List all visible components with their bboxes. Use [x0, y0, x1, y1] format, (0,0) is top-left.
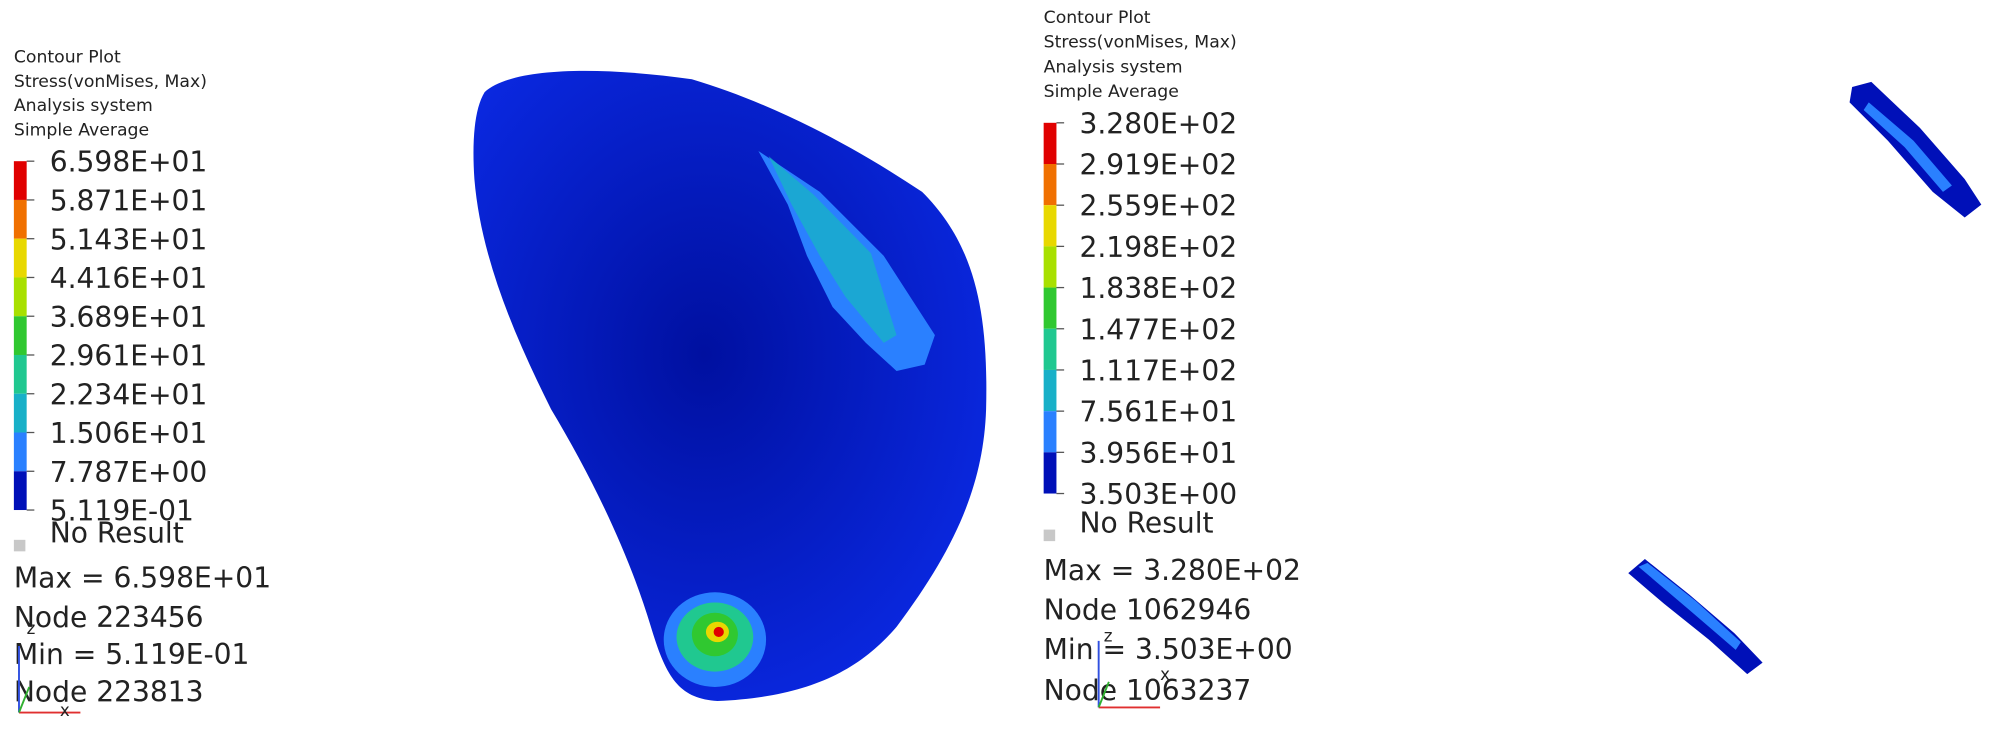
stat-line: Node 1063237: [1044, 674, 1252, 707]
legend-band: [1043, 122, 1057, 164]
triad-axis: [18, 686, 31, 713]
legend-band: [13, 161, 27, 200]
legend-band: [13, 316, 27, 355]
legend-label: 5.119E-01: [50, 495, 194, 528]
legend-label: 1.838E+02: [1079, 272, 1237, 305]
legend-label: 3.689E+01: [50, 301, 208, 334]
legend-label: 4.416E+01: [50, 262, 208, 295]
legend-label: 5.143E+01: [50, 223, 208, 256]
model-left: [473, 70, 987, 702]
legend-band: [1043, 452, 1057, 494]
stress-band: [1863, 102, 1952, 192]
legend-label: 1.477E+02: [1079, 313, 1237, 346]
legend-label: 1.506E+01: [50, 417, 208, 450]
triad-label: z: [1104, 627, 1113, 646]
legend-band: [13, 393, 27, 433]
hotspot: [713, 626, 724, 638]
stat-line: Max = 6.598E+01: [14, 561, 271, 594]
legend-label: 2.198E+02: [1079, 231, 1237, 264]
legend-label: 2.919E+02: [1079, 149, 1237, 182]
legend-header: Simple Average: [1044, 82, 1179, 102]
no-result-label: No Result: [50, 517, 184, 550]
legend-label: 3.956E+01: [1079, 437, 1237, 470]
legend-label: 1.117E+02: [1079, 355, 1237, 388]
triad-axis: [1097, 681, 1110, 708]
legend-label: 7.561E+01: [1079, 396, 1237, 429]
legend-header: Stress(vonMises, Max): [1044, 33, 1237, 53]
stat-line: Node 223456: [14, 601, 204, 634]
model-right-bottom: [1628, 559, 1763, 675]
stat-line: Max = 3.280E+02: [1044, 554, 1301, 587]
legend-label: 3.280E+02: [1079, 107, 1237, 140]
legend-label: 2.234E+01: [50, 378, 208, 411]
no-result-swatch: [1043, 529, 1056, 542]
legend-label: 6.598E+01: [50, 146, 208, 179]
legend-header: Simple Average: [14, 120, 149, 140]
legend-header: Analysis system: [1044, 57, 1183, 77]
legend-header: Analysis system: [14, 96, 153, 116]
triad-label: z: [27, 619, 36, 638]
legend-band: [13, 432, 27, 472]
legend-label: 3.503E+00: [1079, 478, 1237, 511]
legend-label: 5.871E+01: [50, 185, 208, 218]
legend-header: Contour Plot: [14, 48, 121, 68]
stat-line: Min = 3.503E+00: [1044, 633, 1293, 666]
legend-header: Contour Plot: [1044, 8, 1151, 28]
legend-label: 2.961E+01: [50, 340, 208, 373]
legend-band: [1043, 328, 1057, 370]
stress-band: [768, 156, 897, 343]
legend-band: [1043, 287, 1057, 329]
triad-label: x: [1160, 665, 1170, 684]
stress-band: [1638, 562, 1741, 650]
stat-line: Node 1062946: [1044, 593, 1252, 626]
legend-label: 7.787E+00: [50, 456, 208, 489]
legend-band: [13, 199, 27, 239]
triad-label: x: [60, 701, 70, 720]
legend-band: [1043, 205, 1057, 247]
legend-band: [13, 471, 27, 511]
no-result-swatch: [13, 539, 26, 552]
stat-line: Min = 5.119E-01: [14, 638, 250, 671]
legend-band: [1043, 369, 1057, 412]
legend-band: [1043, 246, 1057, 288]
legend-label: 2.559E+02: [1079, 190, 1237, 223]
stat-line: Node 223813: [14, 675, 204, 708]
legend-band: [13, 354, 27, 394]
legend-header: Stress(vonMises, Max): [14, 72, 207, 92]
legend-band: [1043, 163, 1057, 206]
legend-band: [13, 277, 27, 317]
no-result-label: No Result: [1079, 506, 1213, 539]
legend-band: [13, 238, 27, 278]
legend-band: [1043, 411, 1057, 453]
